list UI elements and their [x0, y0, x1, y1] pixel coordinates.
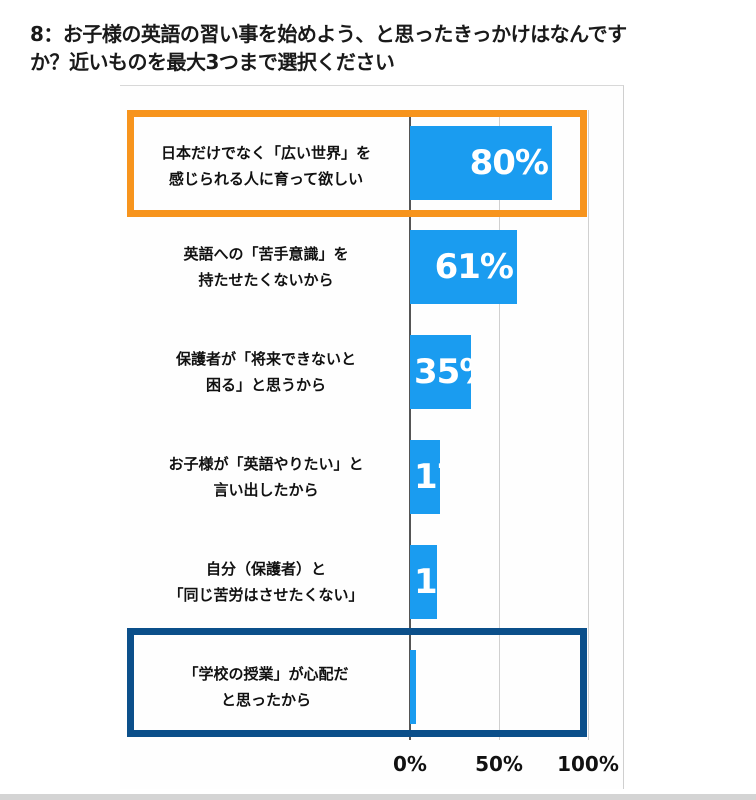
category-label-line: 英語への「苦手意識」を — [183, 245, 349, 263]
category-label-line: 自分（保護者）と — [205, 560, 326, 578]
category-label-line: 日本だけでなく「広い世界」を — [160, 144, 371, 162]
category-label-line: 持たせたくないから — [198, 271, 334, 289]
bar-value-label: 35% — [414, 352, 471, 392]
category-label-line: と思ったから — [220, 691, 311, 709]
category-label-line: 「学校の授業」が心配だ — [183, 665, 349, 683]
bar-value-label: 61% — [434, 247, 514, 287]
category-label-line: 感じられる人に育って欲しい — [168, 170, 364, 188]
bar — [410, 650, 416, 724]
x-tick-label: 100% — [557, 752, 619, 776]
bar: 35% — [410, 335, 471, 409]
y-axis-line — [409, 110, 411, 740]
highlight-box-top — [127, 110, 587, 217]
bar: 80% — [410, 126, 552, 200]
category-label-line: 「同じ苦労はさせたくない」 — [168, 586, 364, 604]
category-label: お子様が「英語やりたい」と 言い出したから — [135, 451, 397, 503]
gridline-50 — [499, 110, 500, 740]
category-label-line: 言い出したから — [213, 481, 319, 499]
category-label-line: 保護者が「将来できないと — [175, 350, 356, 368]
category-label-line: お子様が「英語やりたい」と — [168, 455, 364, 473]
question-title: 8：お子様の英語の習い事を始めよう、と思ったきっかけはなんです か？近いものを最… — [30, 20, 750, 76]
chart-frame — [120, 85, 624, 789]
bar-value-label: 17% — [414, 457, 440, 497]
category-label: 英語への「苦手意識」を 持たせたくないから — [135, 241, 397, 293]
bar: 15% — [410, 545, 437, 619]
bar: 17% — [410, 440, 440, 514]
x-tick-label: 50% — [475, 752, 523, 776]
question-title-line-2: か？近いものを最大3つまで選択ください — [30, 50, 395, 74]
category-label-line: 困る」と思うから — [205, 376, 326, 394]
question-title-line-1: 8：お子様の英語の習い事を始めよう、と思ったきっかけはなんです — [30, 22, 627, 46]
bar: 61% — [410, 230, 517, 304]
gridline-100 — [588, 110, 589, 740]
category-label: 日本だけでなく「広い世界」を 感じられる人に育って欲しい — [135, 140, 397, 192]
bar-value-label: 15% — [414, 562, 437, 602]
x-tick-label: 0% — [393, 752, 427, 776]
bottom-scrollbar-strip — [0, 794, 756, 800]
category-label: 自分（保護者）と 「同じ苦労はさせたくない」 — [135, 556, 397, 608]
highlight-box-bottom — [127, 628, 587, 737]
bar-value-label: 80% — [469, 143, 549, 183]
category-label: 保護者が「将来できないと 困る」と思うから — [135, 346, 397, 398]
category-label: 「学校の授業」が心配だ と思ったから — [135, 661, 397, 713]
